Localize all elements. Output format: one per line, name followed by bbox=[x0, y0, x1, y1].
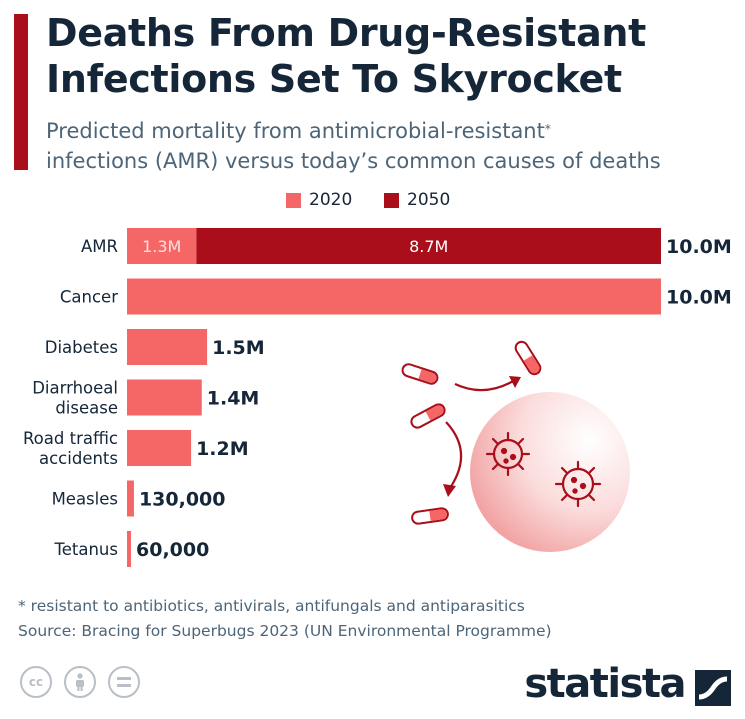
value-label: 1.4M bbox=[207, 388, 260, 410]
bar-2020-1 bbox=[127, 278, 661, 315]
chart-bars: 1.3M 8.7M 10.0M AMR 10.0M Cancer 1.5M Diabetes 1… bbox=[23, 228, 732, 567]
page-title: Deaths From Drug-Resistant Infections Se… bbox=[46, 11, 647, 101]
no-derivatives-icon[interactable] bbox=[108, 666, 140, 698]
bar-2050-0 bbox=[196, 228, 662, 264]
segment-label: 1.3M bbox=[142, 237, 181, 256]
category-label: Road traffic bbox=[23, 429, 118, 448]
category-label: disease bbox=[55, 399, 118, 418]
value-label: 10.0M bbox=[666, 287, 732, 309]
person-icon bbox=[76, 673, 84, 691]
value-label: 1.5M bbox=[212, 337, 265, 359]
category-label: Diarrhoeal bbox=[32, 379, 118, 398]
bar-2020-0 bbox=[127, 228, 197, 264]
category-label: Measles bbox=[52, 490, 118, 509]
category-label: Tetanus bbox=[53, 540, 118, 559]
cc-icon[interactable]: cc bbox=[20, 666, 52, 698]
value-label: 1.2M bbox=[196, 438, 249, 460]
subtitle-line-2: infections (AMR) versus today’s common c… bbox=[46, 149, 661, 173]
bar-2020-4 bbox=[127, 430, 192, 466]
virus-icon bbox=[485, 431, 531, 477]
legend-item-2020: 2020 bbox=[286, 190, 352, 210]
value-label: 60,000 bbox=[136, 539, 209, 561]
arrow-icon bbox=[443, 484, 456, 497]
category-label: Diabetes bbox=[45, 338, 118, 357]
category-label: Cancer bbox=[60, 288, 118, 307]
arrow-icon bbox=[509, 376, 521, 388]
legend-swatch-2050 bbox=[384, 192, 399, 208]
bar-2020-5 bbox=[127, 480, 134, 517]
bar-2020-3 bbox=[127, 379, 202, 416]
pill-icon bbox=[514, 340, 542, 376]
footnote-block: * resistant to antibiotics, antivirals, … bbox=[18, 594, 738, 644]
pill-icon bbox=[411, 507, 449, 525]
category-label: AMR bbox=[81, 237, 118, 256]
arrow-icon bbox=[454, 379, 516, 392]
footer: cc statista bbox=[0, 660, 745, 715]
footnote: * resistant to antibiotics, antivirals, … bbox=[18, 597, 525, 615]
value-label: 10.0M bbox=[666, 236, 732, 258]
illustration bbox=[401, 340, 630, 552]
legend-label-2020: 2020 bbox=[309, 190, 353, 210]
segment-label: 8.7M bbox=[409, 237, 448, 256]
equals-icon bbox=[117, 677, 131, 687]
category-label: accidents bbox=[39, 449, 118, 468]
source-note: Source: Bracing for Superbugs 2023 (UN E… bbox=[18, 622, 552, 640]
legend-label-2050: 2050 bbox=[407, 190, 451, 210]
bar-chart: 1.3M 8.7M 10.0M AMR 10.0M Cancer 1.5M Diabetes 1… bbox=[23, 228, 732, 567]
chart-legend: 2020 2050 bbox=[0, 190, 745, 216]
attribution-icon[interactable] bbox=[64, 666, 96, 698]
pill-icon bbox=[401, 363, 439, 385]
legend-swatch-2020 bbox=[286, 192, 301, 208]
page-subtitle: Predicted mortality from antimicrobial-r… bbox=[46, 116, 736, 176]
arrow-icon bbox=[445, 421, 463, 489]
bar-2020-2 bbox=[127, 329, 208, 365]
virus-icon bbox=[554, 460, 602, 508]
legend-item-2050: 2050 bbox=[384, 190, 450, 210]
statista-logo-text[interactable]: statista bbox=[524, 661, 686, 707]
subtitle-asterisk: * bbox=[544, 122, 551, 136]
pill-icon bbox=[410, 403, 446, 429]
bar-2020-6 bbox=[127, 531, 131, 567]
statista-logo-icon[interactable] bbox=[695, 670, 731, 706]
subtitle-line-1: Predicted mortality from antimicrobial-r… bbox=[46, 119, 545, 143]
value-label: 130,000 bbox=[139, 489, 226, 511]
infection-bubble bbox=[470, 392, 630, 552]
title-accent-bar bbox=[14, 14, 28, 170]
